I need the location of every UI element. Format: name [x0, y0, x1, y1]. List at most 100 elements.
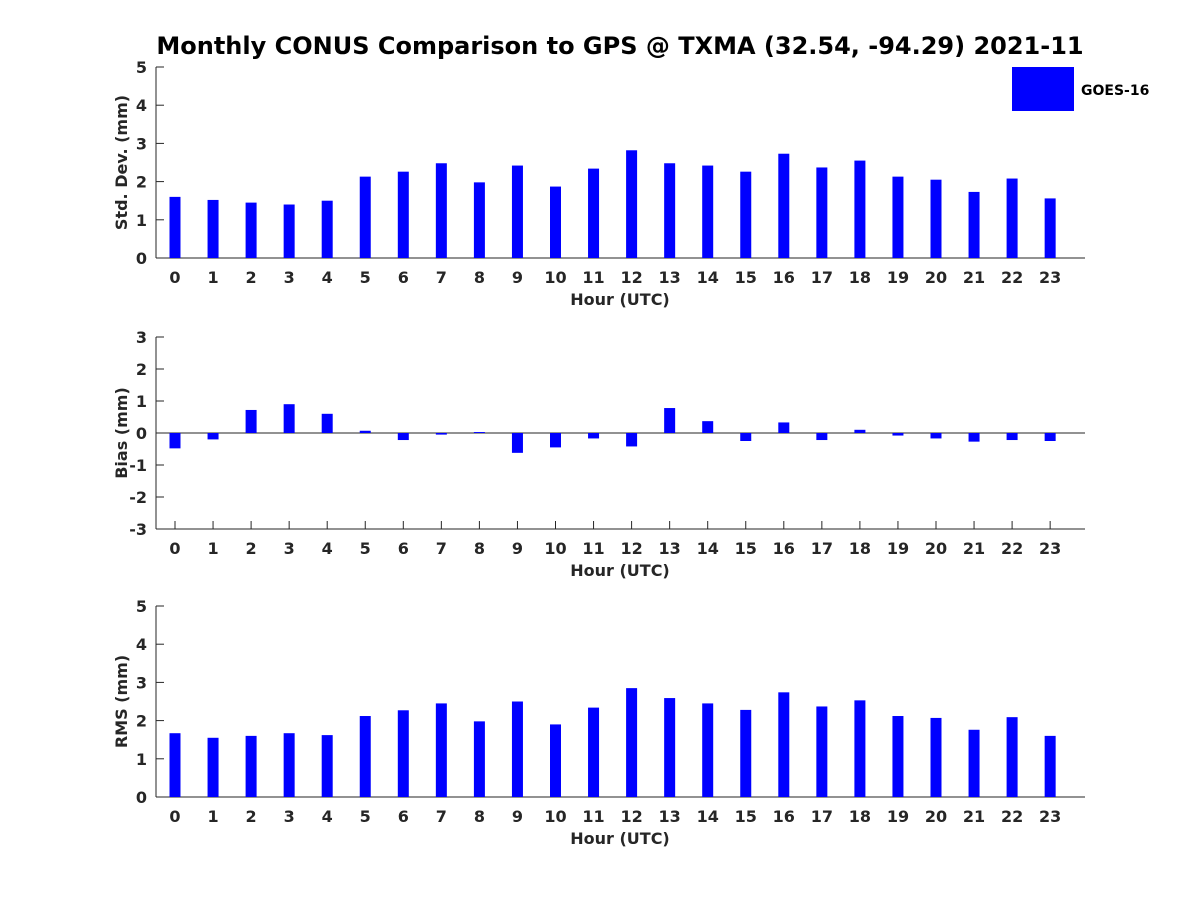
x-tick-label: 21 — [963, 268, 985, 287]
x-tick-label: 0 — [169, 539, 180, 558]
x-tick-label: 6 — [398, 539, 409, 558]
bar-hour-20 — [930, 717, 942, 797]
x-tick-label: 9 — [512, 807, 523, 826]
x-tick-label: 12 — [620, 539, 642, 558]
x-tick-label: 9 — [512, 539, 523, 558]
bar-hour-1 — [207, 199, 219, 258]
x-tick-label: 14 — [697, 807, 719, 826]
bar-hour-8 — [473, 721, 485, 797]
x-tick-label: 1 — [207, 268, 218, 287]
y-tick-label: 3 — [136, 134, 147, 153]
x-tick-label: 21 — [963, 807, 985, 826]
bar-hour-9 — [511, 165, 523, 258]
x-tick-label: 3 — [284, 268, 295, 287]
bar-hour-16 — [778, 153, 790, 258]
bar-hour-3 — [283, 404, 295, 433]
bar-hour-3 — [283, 204, 295, 258]
x-tick-label: 22 — [1001, 807, 1023, 826]
x-tick-label: 0 — [169, 807, 180, 826]
bar-hour-7 — [435, 703, 447, 797]
bar-hour-19 — [892, 716, 904, 797]
bar-hour-17 — [816, 433, 828, 441]
bar-hour-3 — [283, 733, 295, 797]
x-tick-label: 15 — [735, 807, 757, 826]
x-tick-label: 18 — [849, 807, 871, 826]
bar-hour-9 — [511, 433, 523, 453]
y-tick-label: 2 — [136, 173, 147, 192]
x-tick-label: 13 — [659, 807, 681, 826]
y-tick-label: 2 — [136, 712, 147, 731]
bar-hour-10 — [550, 186, 561, 258]
bar-hour-16 — [778, 422, 790, 433]
x-tick-label: 11 — [582, 807, 604, 826]
x-axis-label: Hour (UTC) — [570, 561, 670, 580]
y-tick-label: 1 — [136, 750, 147, 769]
bar-hour-21 — [968, 191, 980, 258]
x-tick-label: 6 — [398, 268, 409, 287]
bar-hour-21 — [968, 729, 980, 797]
x-tick-label: 5 — [360, 807, 371, 826]
y-axis-label: RMS (mm) — [112, 655, 131, 748]
x-tick-label: 11 — [582, 268, 604, 287]
x-tick-label: 17 — [811, 807, 833, 826]
bar-hour-0 — [169, 733, 181, 797]
x-tick-label: 23 — [1039, 539, 1061, 558]
bar-hour-7 — [435, 163, 447, 258]
bar-hour-5 — [359, 176, 371, 258]
y-axis-label: Bias (mm) — [112, 387, 131, 479]
bar-hour-21 — [968, 433, 980, 442]
x-tick-label: 16 — [773, 268, 795, 287]
x-tick-label: 8 — [474, 268, 485, 287]
chart-title: Monthly CONUS Comparison to GPS @ TXMA (… — [156, 32, 1083, 60]
bar-hour-23 — [1044, 198, 1056, 258]
x-tick-label: 10 — [544, 268, 566, 287]
x-tick-label: 20 — [925, 268, 947, 287]
bar-hour-23 — [1044, 433, 1056, 441]
x-tick-label: 5 — [360, 268, 371, 287]
x-tick-label: 9 — [512, 268, 523, 287]
bar-hour-10 — [550, 724, 561, 797]
bar-hour-4 — [321, 735, 333, 797]
y-tick-label: 5 — [136, 597, 147, 616]
bar-hour-2 — [245, 202, 257, 258]
x-tick-label: 14 — [697, 539, 719, 558]
bar-hour-9 — [511, 701, 523, 797]
x-tick-label: 0 — [169, 268, 180, 287]
bar-hour-6 — [397, 171, 409, 258]
bar-hour-19 — [892, 433, 904, 436]
x-tick-label: 2 — [246, 268, 257, 287]
bar-hour-4 — [321, 200, 333, 258]
x-tick-label: 17 — [811, 268, 833, 287]
bar-hour-12 — [626, 688, 638, 797]
y-tick-label: 5 — [136, 58, 147, 77]
x-tick-label: 13 — [659, 539, 681, 558]
bar-hour-17 — [816, 167, 828, 258]
x-tick-label: 8 — [474, 807, 485, 826]
x-tick-label: 20 — [925, 539, 947, 558]
bar-hour-14 — [702, 421, 714, 433]
y-axis-label: Std. Dev. (mm) — [112, 95, 131, 230]
bar-hour-12 — [626, 433, 638, 447]
bar-hour-22 — [1006, 178, 1018, 258]
x-tick-label: 11 — [582, 539, 604, 558]
x-tick-label: 7 — [436, 807, 447, 826]
y-tick-label: 3 — [136, 328, 147, 347]
x-tick-label: 14 — [697, 268, 719, 287]
x-axis-label: Hour (UTC) — [570, 290, 670, 309]
x-tick-label: 22 — [1001, 539, 1023, 558]
x-tick-label: 1 — [207, 539, 218, 558]
x-tick-label: 15 — [735, 268, 757, 287]
y-tick-label: 2 — [136, 360, 147, 379]
x-tick-label: 20 — [925, 807, 947, 826]
y-tick-label: 0 — [136, 249, 147, 268]
x-tick-label: 16 — [773, 807, 795, 826]
bar-hour-18 — [854, 700, 866, 797]
bar-hour-10 — [550, 433, 561, 448]
legend: GOES-16 — [1012, 67, 1149, 111]
bar-hour-20 — [930, 179, 942, 258]
x-tick-label: 4 — [322, 807, 333, 826]
legend-label: GOES-16 — [1081, 83, 1149, 99]
